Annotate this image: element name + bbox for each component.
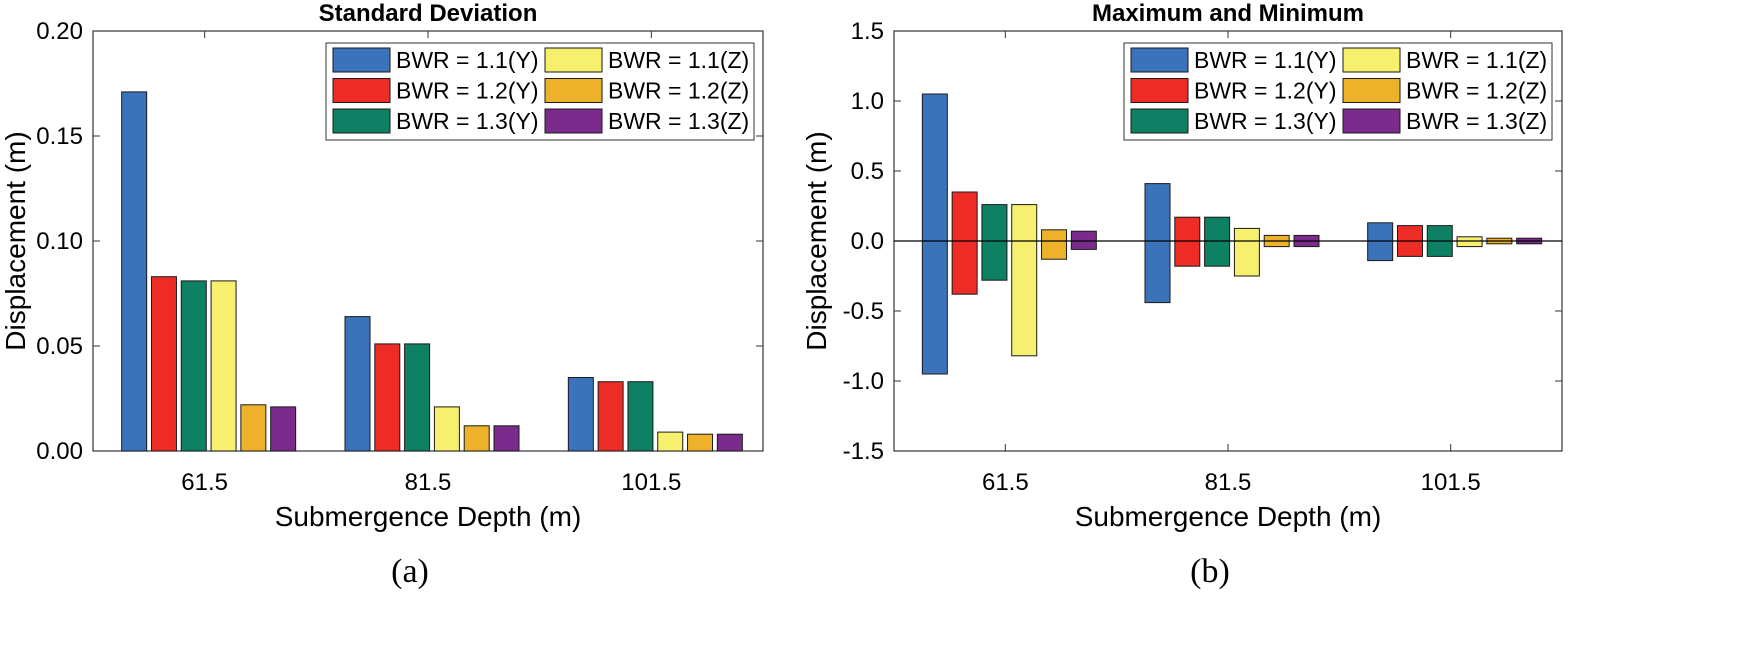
panel-b-ytick-label: -1.5 <box>843 438 884 465</box>
panel-b-bar <box>1011 204 1038 357</box>
panel-b-xlabel: Submergence Depth (m) <box>1075 501 1382 532</box>
panel-b-ytick-label: 0.5 <box>851 158 884 185</box>
panel-a-bar <box>567 377 594 452</box>
panel-a-bar <box>433 406 460 452</box>
panel-b-legend-label: BWR = 1.3(Z) <box>1406 108 1547 134</box>
panel-a-legend-swatch <box>332 78 391 103</box>
panel-a-legend-label: BWR = 1.3(Y) <box>396 108 539 134</box>
panel-b-bar <box>1204 216 1231 267</box>
panel-a-ytick-label: 0.00 <box>36 438 83 465</box>
panel-b-legend-label: BWR = 1.1(Y) <box>1194 47 1337 73</box>
panel-a-legend-swatch <box>544 108 603 134</box>
panel-a-title: Standard Deviation <box>319 0 538 27</box>
panel-b-ytick-label: 1.0 <box>851 88 884 115</box>
panel-a-legend-label: BWR = 1.2(Y) <box>396 78 539 104</box>
panel-b: Maximum and Minimum Submergence Depth (m… <box>801 0 1563 590</box>
panel-b-ytick-label: 1.5 <box>851 18 884 45</box>
panel-a-legend-box <box>325 42 755 141</box>
panel-b-bar <box>1456 236 1483 248</box>
panel-a-xtick-label: 61.5 <box>181 469 228 496</box>
panel-b-bar <box>1233 227 1260 277</box>
panel-b-bar <box>1367 222 1394 262</box>
panel-b-bar <box>1144 183 1171 304</box>
panel-a-legend-label: BWR = 1.2(Z) <box>608 78 749 104</box>
panel-b-bar <box>1174 216 1201 267</box>
panel-a-bar <box>493 425 520 452</box>
panel-a-bar <box>716 433 743 452</box>
panel-b-legend-swatch <box>1342 78 1401 103</box>
panel-a-ytick-label: 0.15 <box>36 123 83 150</box>
panel-b-ytick-label: 0.0 <box>851 228 884 255</box>
panel-a: Standard Deviation Submergence Depth (m)… <box>0 0 764 590</box>
panel-b-bar <box>1041 229 1068 260</box>
panel-a-bar <box>463 425 490 452</box>
panel-b-xtick-label: 81.5 <box>1205 469 1252 496</box>
panel-a-legend-swatch <box>544 78 603 103</box>
panel-a-legend-label: BWR = 1.1(Z) <box>608 47 749 73</box>
panel-a-xlabel: Submergence Depth (m) <box>275 501 582 532</box>
panel-a-legend-label: BWR = 1.1(Y) <box>396 47 539 73</box>
panel-b-legend-swatch <box>1130 108 1189 134</box>
panel-b-xtick-label: 101.5 <box>1421 469 1481 496</box>
panel-a-legend-swatch <box>332 47 391 73</box>
panel-b-bar <box>951 191 978 295</box>
panel-b-xtick-label: 61.5 <box>982 469 1029 496</box>
panel-a-caption: (a) <box>391 553 429 590</box>
panel-a-legend-label: BWR = 1.3(Z) <box>608 108 749 134</box>
panel-b-legend-label: BWR = 1.2(Z) <box>1406 78 1547 104</box>
panel-b-legend-swatch <box>1130 47 1189 73</box>
panel-b-ytick-label: -1.0 <box>843 368 884 395</box>
panel-a-bar <box>270 406 297 452</box>
panel-a-bar <box>627 381 654 452</box>
panel-a-ylabel: Displacement (m) <box>0 131 31 350</box>
panel-b-ylabel: Displacement (m) <box>801 131 832 350</box>
panel-a-bar <box>344 316 371 452</box>
panel-b-legend-swatch <box>1342 47 1401 73</box>
panel-a-legend-swatch <box>544 47 603 73</box>
panel-b-legend-label: BWR = 1.3(Y) <box>1194 108 1337 134</box>
panel-a-xtick-label: 101.5 <box>621 469 681 496</box>
panel-a-bar <box>687 433 714 452</box>
panel-a-ytick-label: 0.05 <box>36 333 83 360</box>
panel-a-legend-swatch <box>332 108 391 134</box>
panel-b-caption: (b) <box>1190 553 1230 590</box>
panel-a-bar <box>597 381 624 452</box>
panel-a-bar <box>240 404 267 452</box>
panel-b-bar <box>921 93 948 375</box>
panel-b-legend-swatch <box>1130 78 1189 103</box>
panel-b-legend-label: BWR = 1.1(Z) <box>1406 47 1547 73</box>
panel-b-ytick-label: -0.5 <box>843 298 884 325</box>
panel-b-legend-label: BWR = 1.2(Y) <box>1194 78 1337 104</box>
panel-a-bar <box>374 343 401 452</box>
panel-b-legend-swatch <box>1342 108 1401 134</box>
panel-a-bar <box>404 343 431 452</box>
panel-a-ytick-label: 0.10 <box>36 228 83 255</box>
panel-b-legend-box <box>1123 42 1553 141</box>
panel-b-bar <box>981 204 1008 281</box>
panel-a-bar <box>180 280 207 452</box>
panel-a-xtick-label: 81.5 <box>405 469 452 496</box>
panel-a-ytick-label: 0.20 <box>36 18 83 45</box>
panel-a-bar <box>657 431 684 452</box>
panel-a-bar <box>121 91 148 452</box>
panel-a-bar <box>150 276 177 452</box>
panel-b-title: Maximum and Minimum <box>1092 0 1364 27</box>
panel-b-bar <box>1070 230 1097 250</box>
panel-a-bar <box>210 280 237 452</box>
